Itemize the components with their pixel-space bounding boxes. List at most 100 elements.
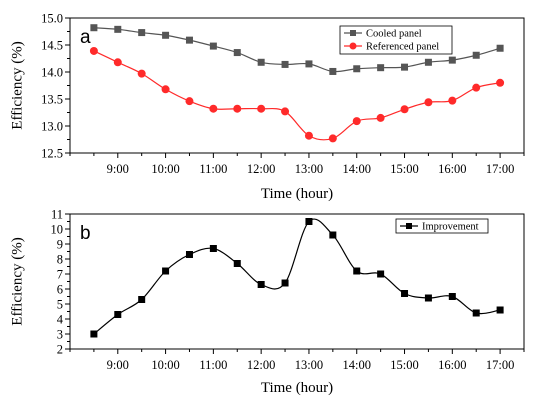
- data-point: [424, 58, 432, 66]
- x-tick-label: 14:00: [342, 162, 370, 176]
- y-tick-label: 4: [57, 313, 64, 327]
- data-point: [114, 25, 122, 33]
- data-point: [257, 58, 265, 66]
- y-tick-label: 14.0: [41, 66, 63, 80]
- data-point: [377, 64, 385, 72]
- y-tick-label: 12.5: [41, 147, 63, 161]
- data-point: [329, 67, 337, 75]
- x-tick-label: 11:00: [199, 358, 227, 372]
- data-point: [304, 131, 313, 140]
- x-tick-label: 16:00: [438, 162, 466, 176]
- data-point: [161, 85, 170, 94]
- data-point: [472, 309, 480, 317]
- x-tick-label: 10:00: [151, 162, 179, 176]
- data-point: [185, 36, 193, 44]
- data-point: [353, 65, 361, 73]
- legend-box: [395, 218, 489, 234]
- y-tick-label: 9: [57, 238, 63, 252]
- data-point: [209, 245, 217, 252]
- x-tick-label: 12:00: [247, 358, 275, 372]
- data-point: [305, 60, 313, 68]
- legend-label: Improvement: [422, 222, 479, 233]
- y-tick-label: 7: [57, 268, 63, 282]
- x-tick-label: 17:00: [486, 162, 514, 176]
- data-point: [424, 294, 432, 302]
- x-tick-label: 17:00: [486, 358, 514, 372]
- data-point: [209, 42, 217, 50]
- y-tick-label: 14.5: [41, 39, 63, 53]
- y-tick-label: 10: [51, 223, 64, 237]
- y-axis-title: Efficiency (%): [9, 237, 25, 325]
- data-point: [233, 49, 241, 57]
- panel-label: a: [80, 27, 91, 48]
- legend: Cooled panel Referenced panel: [339, 25, 453, 55]
- legend-marker: [349, 42, 357, 50]
- y-axis-title: Efficiency (%): [9, 41, 25, 129]
- plot-frame: [69, 213, 525, 350]
- data-point: [138, 29, 146, 37]
- data-point: [329, 231, 337, 239]
- y-tick-label: 2: [57, 343, 63, 357]
- data-point: [448, 293, 456, 300]
- legend-label: Referenced panel: [366, 42, 439, 53]
- y-tick-label: 3: [57, 328, 63, 342]
- data-point: [233, 260, 241, 267]
- x-tick-label: 13:00: [295, 162, 323, 176]
- x-tick-label: 12:00: [247, 162, 275, 176]
- series-line: [93, 218, 501, 335]
- chart-panel-b: 9:00 10:00 11:00 12:00 13:00 14:00 15:00 16:00 1…: [9, 208, 525, 396]
- x-tick-label: 9:00: [107, 358, 129, 372]
- data-point: [281, 279, 289, 287]
- data-point: [90, 24, 98, 32]
- x-axis-title: Time (hour): [261, 186, 333, 202]
- data-point: [353, 267, 361, 275]
- legend-marker: [406, 223, 412, 229]
- x-axis-title: Time (hour): [261, 380, 333, 396]
- data-point: [89, 46, 98, 55]
- data-point: [400, 105, 409, 114]
- plot-frame: [69, 17, 525, 154]
- data-point: [448, 96, 457, 105]
- data-point: [233, 104, 242, 113]
- x-tick-label: 16:00: [438, 358, 466, 372]
- legend-marker: [350, 30, 356, 36]
- y-tick-label: 6: [57, 283, 63, 297]
- data-point: [137, 69, 146, 78]
- legend: Improvement: [395, 218, 489, 234]
- data-point: [305, 218, 313, 225]
- data-point: [138, 296, 146, 303]
- chart-panel-a: 9:00 10:00 11:00 12:00 13:00 14:00 15:00 16:00 1…: [9, 12, 525, 202]
- panel-label: b: [80, 223, 91, 244]
- data-point: [257, 281, 265, 288]
- data-point: [185, 97, 194, 106]
- data-point: [352, 117, 361, 126]
- x-tick-label: 14:00: [342, 358, 370, 372]
- data-point: [496, 44, 504, 52]
- x-tick-label: 11:00: [199, 162, 227, 176]
- x-tick-label: 9:00: [107, 162, 129, 176]
- data-point: [185, 251, 193, 258]
- data-point: [281, 60, 289, 68]
- data-point: [472, 51, 480, 59]
- y-tick-label: 15.0: [41, 12, 63, 26]
- y-tick-label: 11: [51, 208, 63, 222]
- data-point: [113, 58, 122, 67]
- legend-box: [339, 25, 453, 55]
- data-point: [162, 31, 170, 39]
- y-tick-label: 13.0: [41, 120, 63, 134]
- data-point: [424, 98, 433, 107]
- legend-label: Cooled panel: [366, 29, 422, 40]
- y-tick-label: 5: [57, 298, 63, 312]
- data-point: [377, 270, 385, 278]
- y-tick-label: 13.5: [41, 93, 63, 107]
- x-tick-label: 10:00: [151, 358, 179, 372]
- data-point: [281, 107, 290, 116]
- x-tick-label: 13:00: [295, 358, 323, 372]
- data-point: [472, 83, 481, 92]
- data-point: [401, 290, 409, 297]
- y-tick-label: 8: [57, 253, 63, 267]
- data-point: [209, 104, 218, 113]
- data-point: [376, 113, 385, 122]
- data-point: [496, 306, 504, 314]
